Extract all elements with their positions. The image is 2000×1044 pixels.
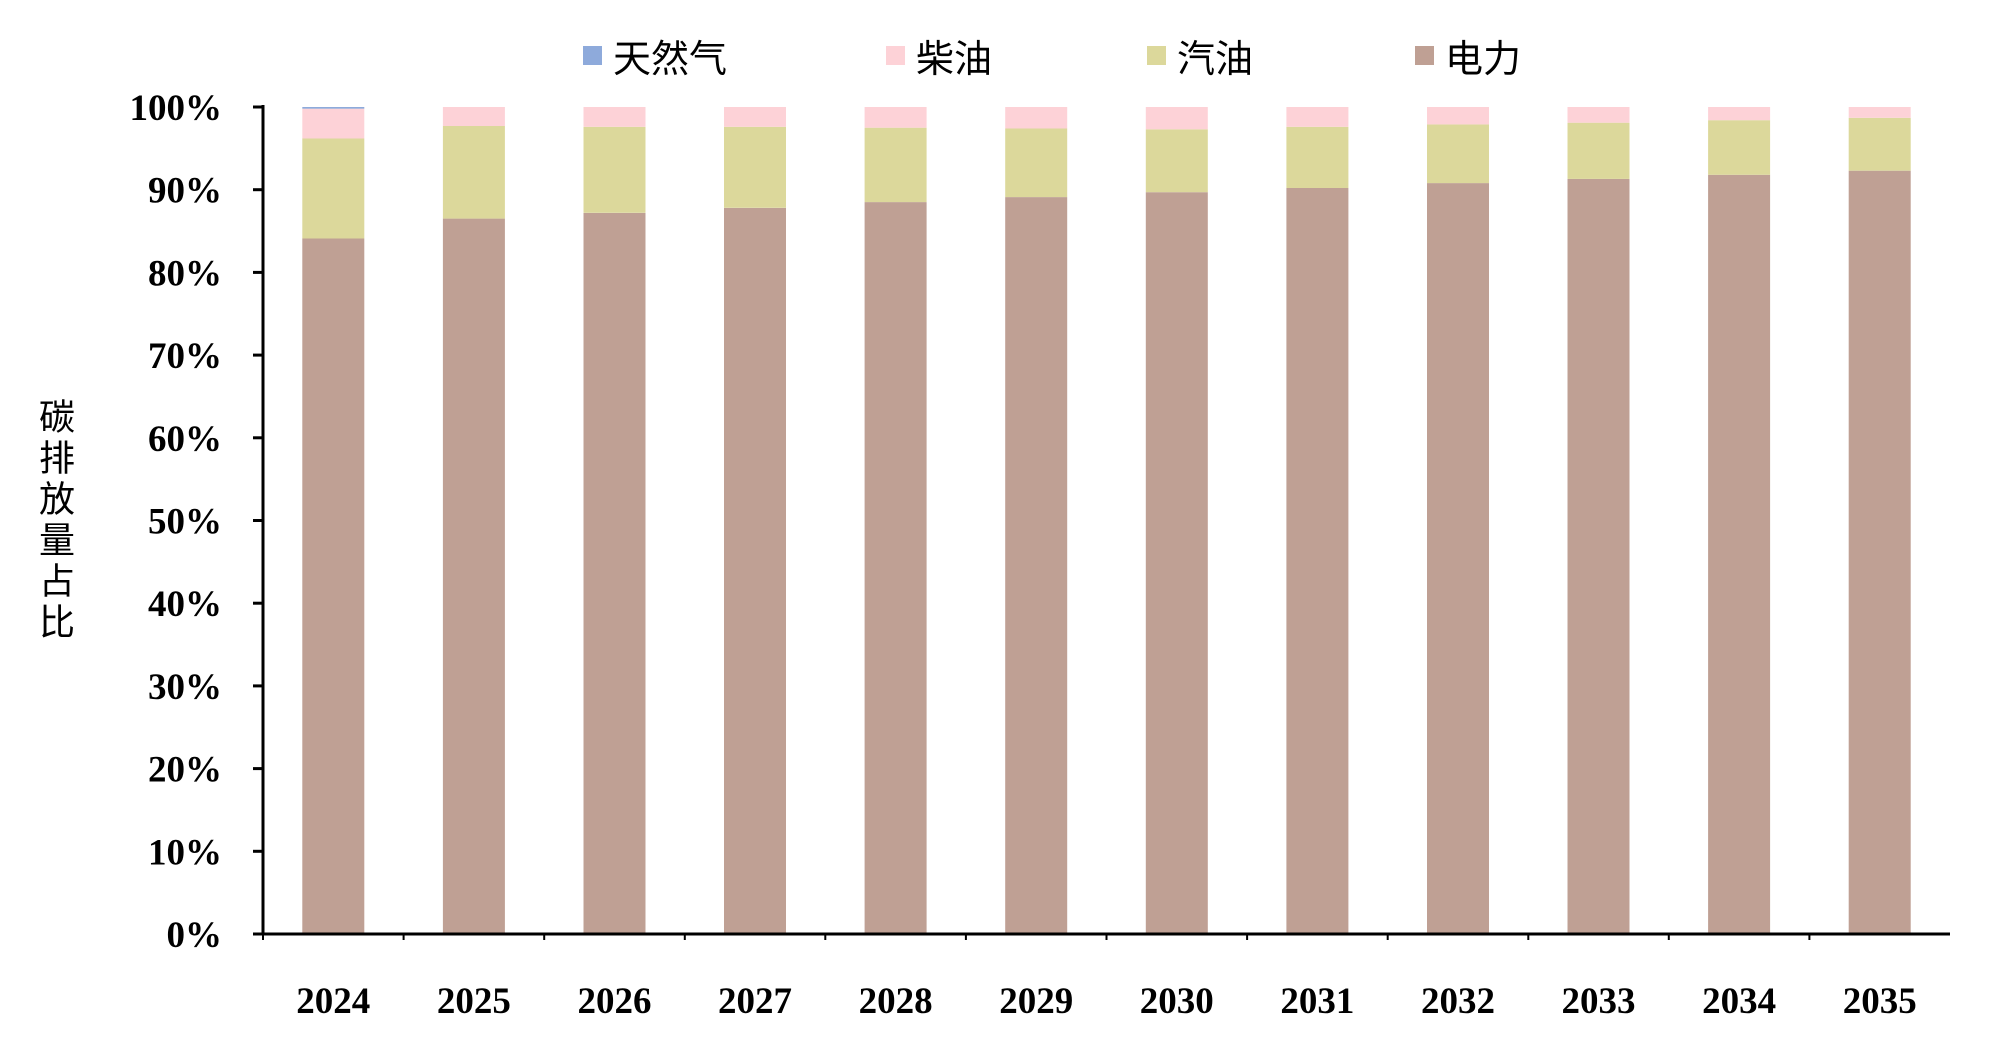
bar-2034-series-1 xyxy=(1708,120,1771,175)
bar-2024-series-3 xyxy=(302,107,365,109)
y-axis-title-char: 排 xyxy=(39,439,75,480)
y-axis-title-char: 比 xyxy=(39,603,75,644)
bar-2033-series-0 xyxy=(1567,178,1630,934)
y-axis-title-char: 占 xyxy=(39,562,75,603)
x-tick-label-2030: 2030 xyxy=(1140,981,1214,1022)
axes xyxy=(253,105,1950,940)
bar-2030-series-2 xyxy=(1145,107,1208,130)
y-tick-label-90pct: 90% xyxy=(148,171,222,212)
bar-2029-series-1 xyxy=(1005,128,1068,198)
bar-2031-series-1 xyxy=(1286,126,1349,188)
y-tick-label-80pct: 80% xyxy=(148,253,222,294)
bars xyxy=(302,107,1911,935)
bar-2025-series-1 xyxy=(442,126,505,219)
x-tick-label-2033: 2033 xyxy=(1562,981,1636,1022)
bar-2031-series-2 xyxy=(1286,107,1349,127)
y-axis-title-char: 碳 xyxy=(39,398,75,439)
y-axis-title-char: 放 xyxy=(39,480,75,521)
bar-2028-series-0 xyxy=(864,202,927,935)
bar-2025-series-2 xyxy=(442,107,505,126)
x-tick-labels: 2024 2025 2026 2027 2028 2029 2030 2031 2032 2033… xyxy=(296,981,1916,1022)
bar-2027-series-0 xyxy=(724,207,786,934)
x-tick-label-2031: 2031 xyxy=(1280,981,1354,1022)
x-tick-label-2026: 2026 xyxy=(578,981,652,1022)
bar-2033-series-2 xyxy=(1567,107,1630,123)
y-tick-label-0pct: 0% xyxy=(167,915,223,956)
legend-swatch-1 xyxy=(886,46,905,65)
bar-2027-series-1 xyxy=(724,126,786,208)
legend-label-3: 电力 xyxy=(1445,37,1521,81)
y-tick-label-50pct: 50% xyxy=(148,502,222,543)
bar-2029-series-0 xyxy=(1005,197,1068,935)
bar-2031-series-0 xyxy=(1286,188,1349,934)
y-tick-label-70pct: 70% xyxy=(148,336,222,377)
x-tick-label-2032: 2032 xyxy=(1421,981,1495,1022)
legend-label-0: 天然气 xyxy=(613,37,727,81)
y-tick-label-100pct: 100% xyxy=(130,88,223,129)
legend: 天然气 柴油 汽油 电力 xyxy=(583,37,1521,81)
legend-swatch-2 xyxy=(1147,46,1166,65)
x-tick-label-2035: 2035 xyxy=(1843,981,1917,1022)
bar-2034-series-2 xyxy=(1708,107,1771,121)
bar-2033-series-1 xyxy=(1567,122,1630,179)
bar-2026-series-0 xyxy=(583,212,646,934)
bar-2030-series-0 xyxy=(1145,192,1208,934)
legend-label-2: 汽油 xyxy=(1177,37,1253,81)
bar-2027-series-2 xyxy=(724,107,786,127)
legend-label-1: 柴油 xyxy=(916,37,992,81)
bar-2025-series-0 xyxy=(442,218,505,935)
x-tick-label-2028: 2028 xyxy=(859,981,933,1022)
x-tick-label-2024: 2024 xyxy=(296,981,370,1022)
bar-2032-series-2 xyxy=(1427,107,1489,125)
bar-2032-series-0 xyxy=(1427,183,1489,935)
x-tick-label-2025: 2025 xyxy=(437,981,511,1022)
y-tick-label-20pct: 20% xyxy=(148,750,222,791)
y-tick-label-30pct: 30% xyxy=(148,667,222,708)
bar-2028-series-1 xyxy=(864,127,927,203)
y-tick-label-10pct: 10% xyxy=(148,832,222,873)
bar-2026-series-1 xyxy=(583,126,646,213)
bar-2035-series-0 xyxy=(1848,170,1911,934)
bar-2024-series-0 xyxy=(302,238,365,934)
y-tick-label-60pct: 60% xyxy=(148,419,222,460)
bar-2030-series-1 xyxy=(1145,129,1208,193)
x-tick-label-2029: 2029 xyxy=(999,981,1073,1022)
bar-2026-series-2 xyxy=(583,107,646,127)
bar-2034-series-0 xyxy=(1708,174,1771,935)
x-tick-label-2027: 2027 xyxy=(718,981,792,1022)
bar-2032-series-1 xyxy=(1427,124,1489,184)
legend-swatch-3 xyxy=(1415,46,1434,65)
bar-2024-series-1 xyxy=(302,138,365,239)
bar-2035-series-2 xyxy=(1848,107,1911,118)
bar-2028-series-2 xyxy=(864,107,927,128)
x-tick-label-2034: 2034 xyxy=(1702,981,1776,1022)
y-axis-title-char: 量 xyxy=(39,521,75,562)
bar-2035-series-1 xyxy=(1848,117,1911,171)
y-tick-labels: 0% 10% 20% 30% 40% 50% 60% 70% 80% 90% 100% xyxy=(130,88,223,956)
y-tick-label-40pct: 40% xyxy=(148,584,222,625)
legend-swatch-0 xyxy=(583,46,602,65)
bar-2029-series-2 xyxy=(1005,107,1068,129)
bar-2024-series-2 xyxy=(302,108,365,139)
